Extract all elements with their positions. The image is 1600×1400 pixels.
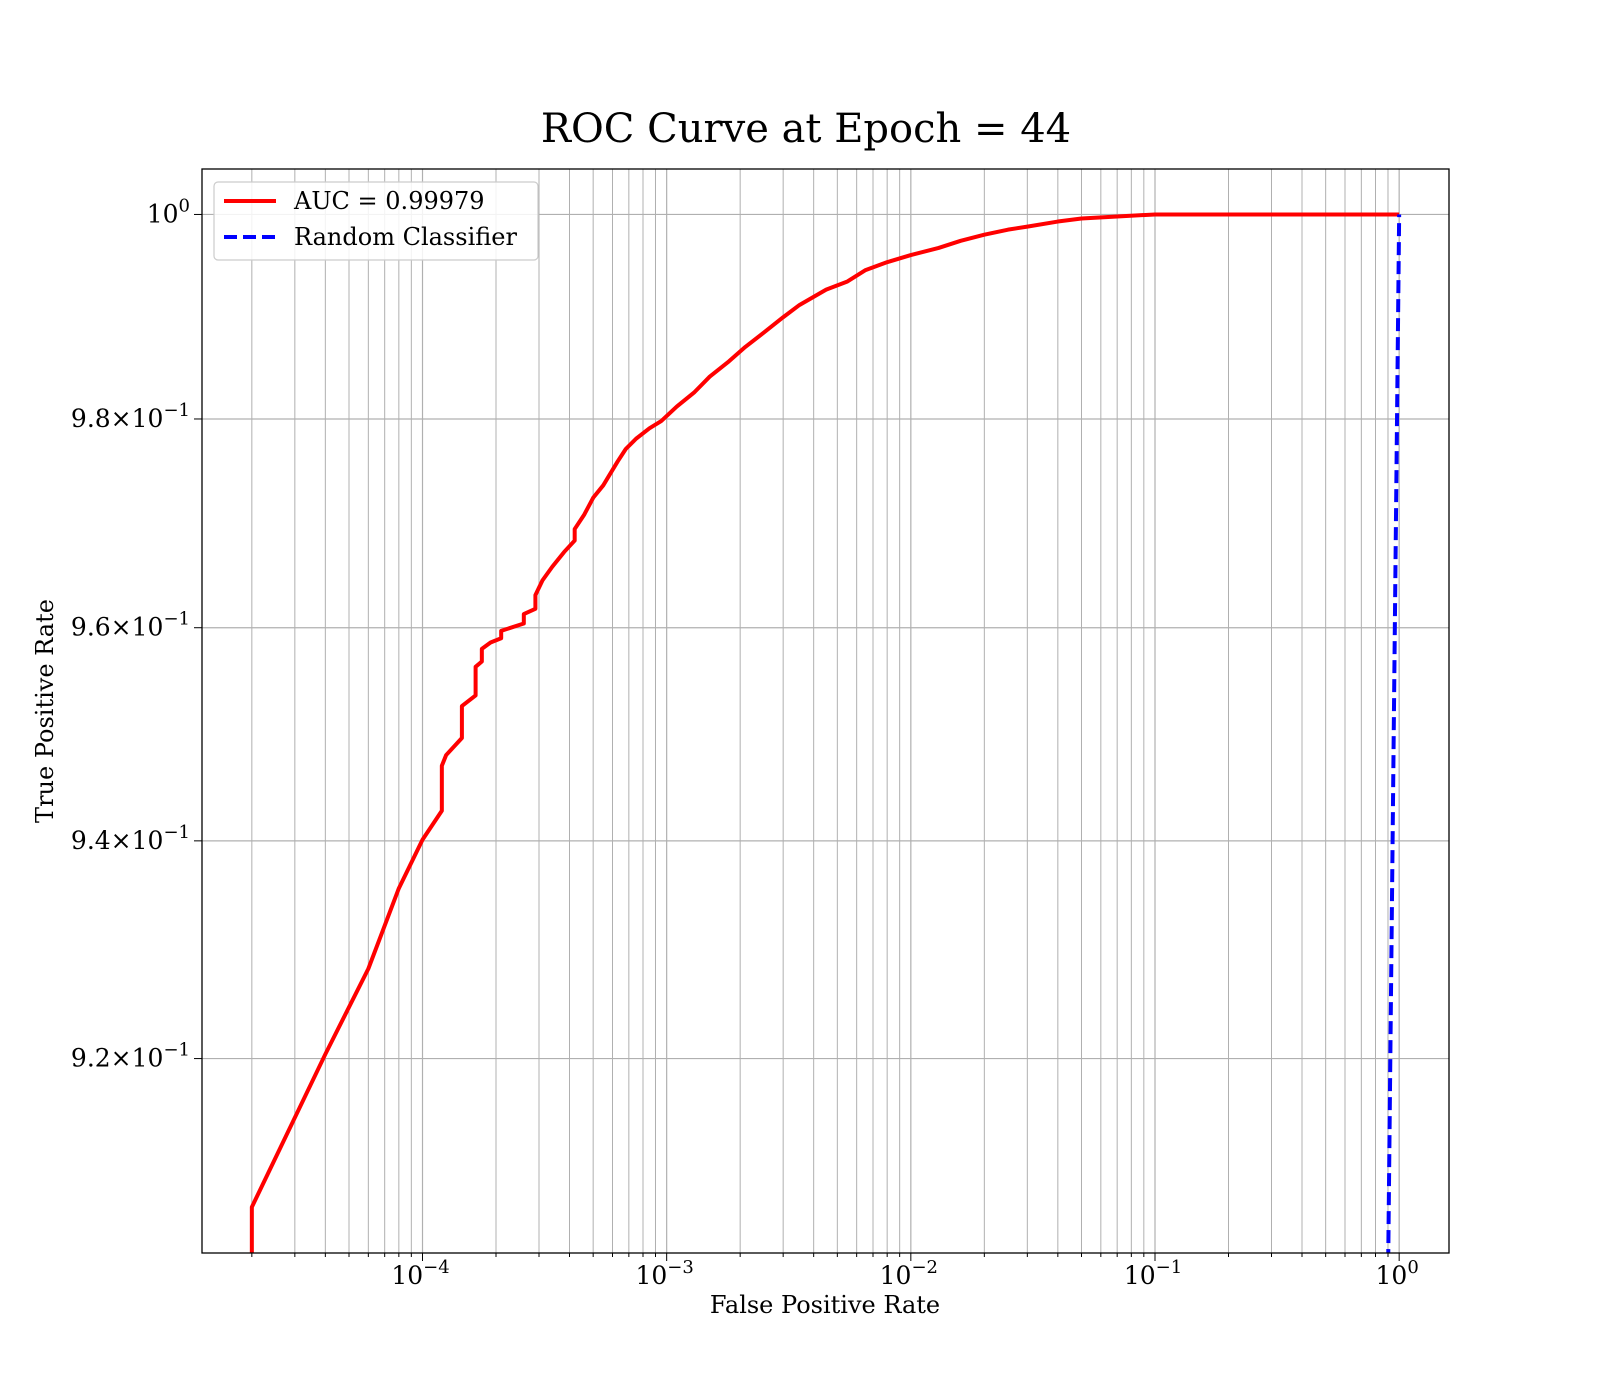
y-tick-label: 9.6×10−1 <box>71 609 190 642</box>
legend-label-auc: AUC = 0.99979 <box>293 187 485 215</box>
plot-frame <box>201 168 1450 1254</box>
legend-box <box>213 181 539 261</box>
series-line-auc <box>249 212 1400 1253</box>
x-tick-labels: 10−4 10−3 10−2 10−1 100 <box>391 1257 1418 1290</box>
y-tick-label: 100 <box>147 195 190 228</box>
x-tick-label: 10−1 <box>1124 1257 1182 1290</box>
x-tick-label: 10−4 <box>391 1257 449 1290</box>
x-grid <box>251 169 1400 1253</box>
legend-label-random: Random Classifier <box>294 223 517 251</box>
y-tick-label: 9.8×10−1 <box>71 400 190 433</box>
x-tick-label: 10−3 <box>635 1257 693 1290</box>
chart-title: ROC Curve at Epoch = 44 <box>541 106 1071 152</box>
y-tick-label: 9.4×10−1 <box>71 822 190 855</box>
y-axis-label: True Positive Rate <box>31 599 59 823</box>
y-tick-labels: 9.2×10−1 9.4×10−1 9.6×10−1 9.8×10−1 100 <box>71 195 190 1072</box>
y-tick-label: 9.2×10−1 <box>71 1040 190 1073</box>
x-tick-label: 10−2 <box>880 1257 938 1290</box>
series-layer <box>249 212 1402 1253</box>
legend: AUC = 0.99979 Random Classifier <box>213 181 539 261</box>
ticks-layer <box>194 213 1400 1261</box>
y-grid <box>202 213 1449 1060</box>
x-tick-label: 100 <box>1376 1257 1419 1290</box>
x-axis-label: False Positive Rate <box>710 1291 940 1319</box>
series-line-random <box>1386 214 1402 1253</box>
